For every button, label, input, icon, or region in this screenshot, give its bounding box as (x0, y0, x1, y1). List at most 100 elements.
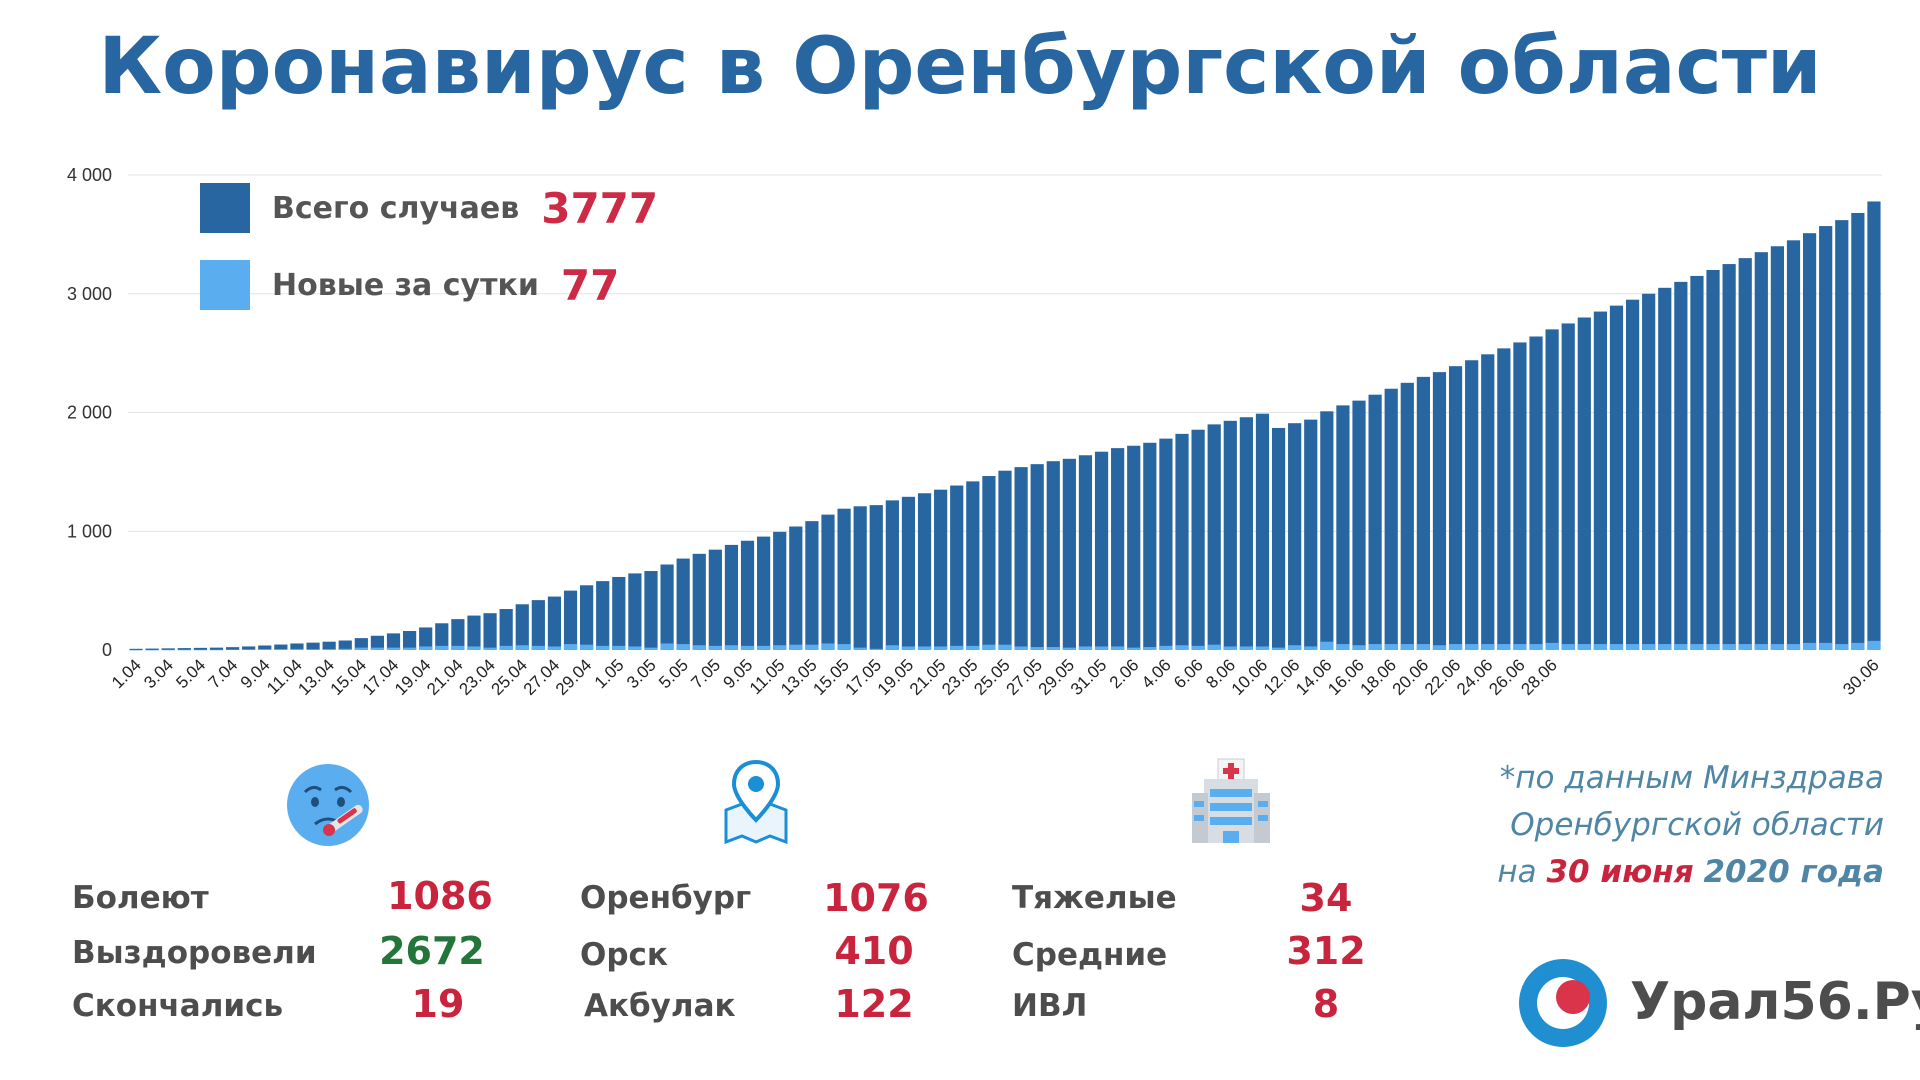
logo-text: Урал56.Ру (1630, 972, 1920, 1032)
bar-total (1786, 240, 1801, 650)
bar-total (982, 476, 996, 650)
source-line-2: Оренбургской области (1510, 807, 1884, 843)
bar-total (950, 485, 964, 650)
bar-total (515, 604, 529, 650)
bar-total (1851, 213, 1865, 650)
bar-new (628, 646, 642, 650)
bar-total (1416, 376, 1430, 650)
bar-new (1835, 644, 1849, 650)
stat-value-sick: 1086 (387, 874, 493, 918)
bar-new (660, 643, 674, 650)
x-tick-label: 18.06 (1357, 655, 1401, 699)
bar-total (998, 470, 1012, 650)
bar-new (274, 649, 288, 650)
bar-new (419, 646, 433, 650)
bar-new (1191, 645, 1205, 650)
bar-new (1271, 647, 1286, 650)
x-tick-label: 17.05 (842, 655, 886, 699)
bar-total (1802, 233, 1817, 650)
x-tick-label: 20.06 (1389, 655, 1433, 699)
bar-new (451, 645, 465, 650)
sick-face-icon (287, 764, 369, 846)
stat-label-died: Скончались (72, 988, 284, 1024)
x-tick-label: 15.04 (327, 655, 371, 699)
bar-new (467, 646, 481, 650)
x-tick-label: 27.04 (520, 655, 564, 699)
bar-new (1304, 646, 1318, 650)
legend-value-new: 77 (560, 260, 620, 310)
ural56-logo (1519, 959, 1607, 1047)
bar-total (1304, 419, 1318, 650)
bar-total (403, 631, 417, 650)
bar-new (757, 645, 771, 650)
bar-new (1754, 644, 1768, 650)
bar-new (225, 649, 240, 651)
chart-title: Коронавирус в Оренбургской области (98, 22, 1822, 112)
bar-total (1674, 281, 1688, 650)
bar-total (1014, 467, 1028, 650)
bar-total (901, 496, 916, 650)
bar-new (1625, 644, 1640, 650)
legend-new: Новые за сутки 77 (200, 260, 619, 310)
bar-new (1481, 644, 1495, 650)
bar-total (1867, 201, 1881, 650)
bar-total (1127, 445, 1141, 650)
bar-new (708, 645, 722, 650)
bar-total (354, 638, 368, 650)
bar-new (483, 647, 497, 650)
bar-new (1368, 644, 1382, 650)
stat-value-moderate: 312 (1286, 929, 1366, 973)
bar-new (563, 644, 578, 650)
bar-total (161, 648, 175, 650)
total-bars (129, 201, 1881, 650)
bar-total (1239, 417, 1253, 650)
bar-total (1062, 458, 1076, 650)
bar-new (1609, 644, 1624, 650)
x-tick-label: 22.06 (1421, 655, 1465, 699)
x-tick-label: 15.05 (809, 655, 853, 699)
bar-total (1545, 329, 1559, 650)
bar-total (129, 648, 143, 650)
bar-total (676, 558, 690, 650)
bar-total (1030, 464, 1044, 650)
x-tick-label: 21.04 (423, 655, 467, 699)
bar-total (1819, 226, 1833, 650)
bar-new (1207, 644, 1221, 650)
source-note: *по данным Минздрава Оренбургской област… (1497, 755, 1884, 896)
x-tick-label: 1.05 (591, 655, 628, 692)
bar-total (1625, 299, 1640, 650)
bar-total (1432, 372, 1447, 650)
bar-total (1368, 394, 1382, 650)
bar-total (531, 600, 545, 650)
bar-new (161, 649, 175, 651)
x-tick-label: 19.04 (391, 655, 435, 699)
new-bars (129, 640, 1881, 651)
bar-new (1497, 644, 1511, 650)
bar-new (1529, 644, 1543, 650)
x-tick-label: 3.05 (623, 655, 660, 692)
bar-total (1384, 388, 1398, 650)
bar-total (435, 623, 449, 650)
y-tick-label: 4 000 (67, 165, 112, 185)
bar-total (1609, 305, 1624, 650)
bar-new (837, 644, 851, 650)
x-tick-label: 19.05 (874, 655, 918, 699)
source-year: 2020 года (1703, 854, 1884, 890)
x-tick-label: 28.06 (1517, 655, 1561, 699)
bar-total (724, 544, 739, 650)
bar-new (242, 649, 256, 650)
bar-total (1497, 348, 1511, 650)
bar-total (1577, 317, 1591, 650)
x-tick-label: 27.05 (1002, 655, 1046, 699)
bar-total (274, 644, 288, 650)
bar-new (193, 649, 208, 651)
bar-total (628, 573, 642, 650)
stat-value-orsk: 410 (834, 929, 914, 973)
bar-new (1094, 646, 1109, 650)
stat-label-severe: Тяжелые (1012, 880, 1177, 916)
legend-label-new: Новые за сутки (272, 267, 539, 303)
bar-total (1288, 423, 1302, 650)
bar-new (1577, 644, 1591, 650)
bar-total (386, 633, 401, 650)
